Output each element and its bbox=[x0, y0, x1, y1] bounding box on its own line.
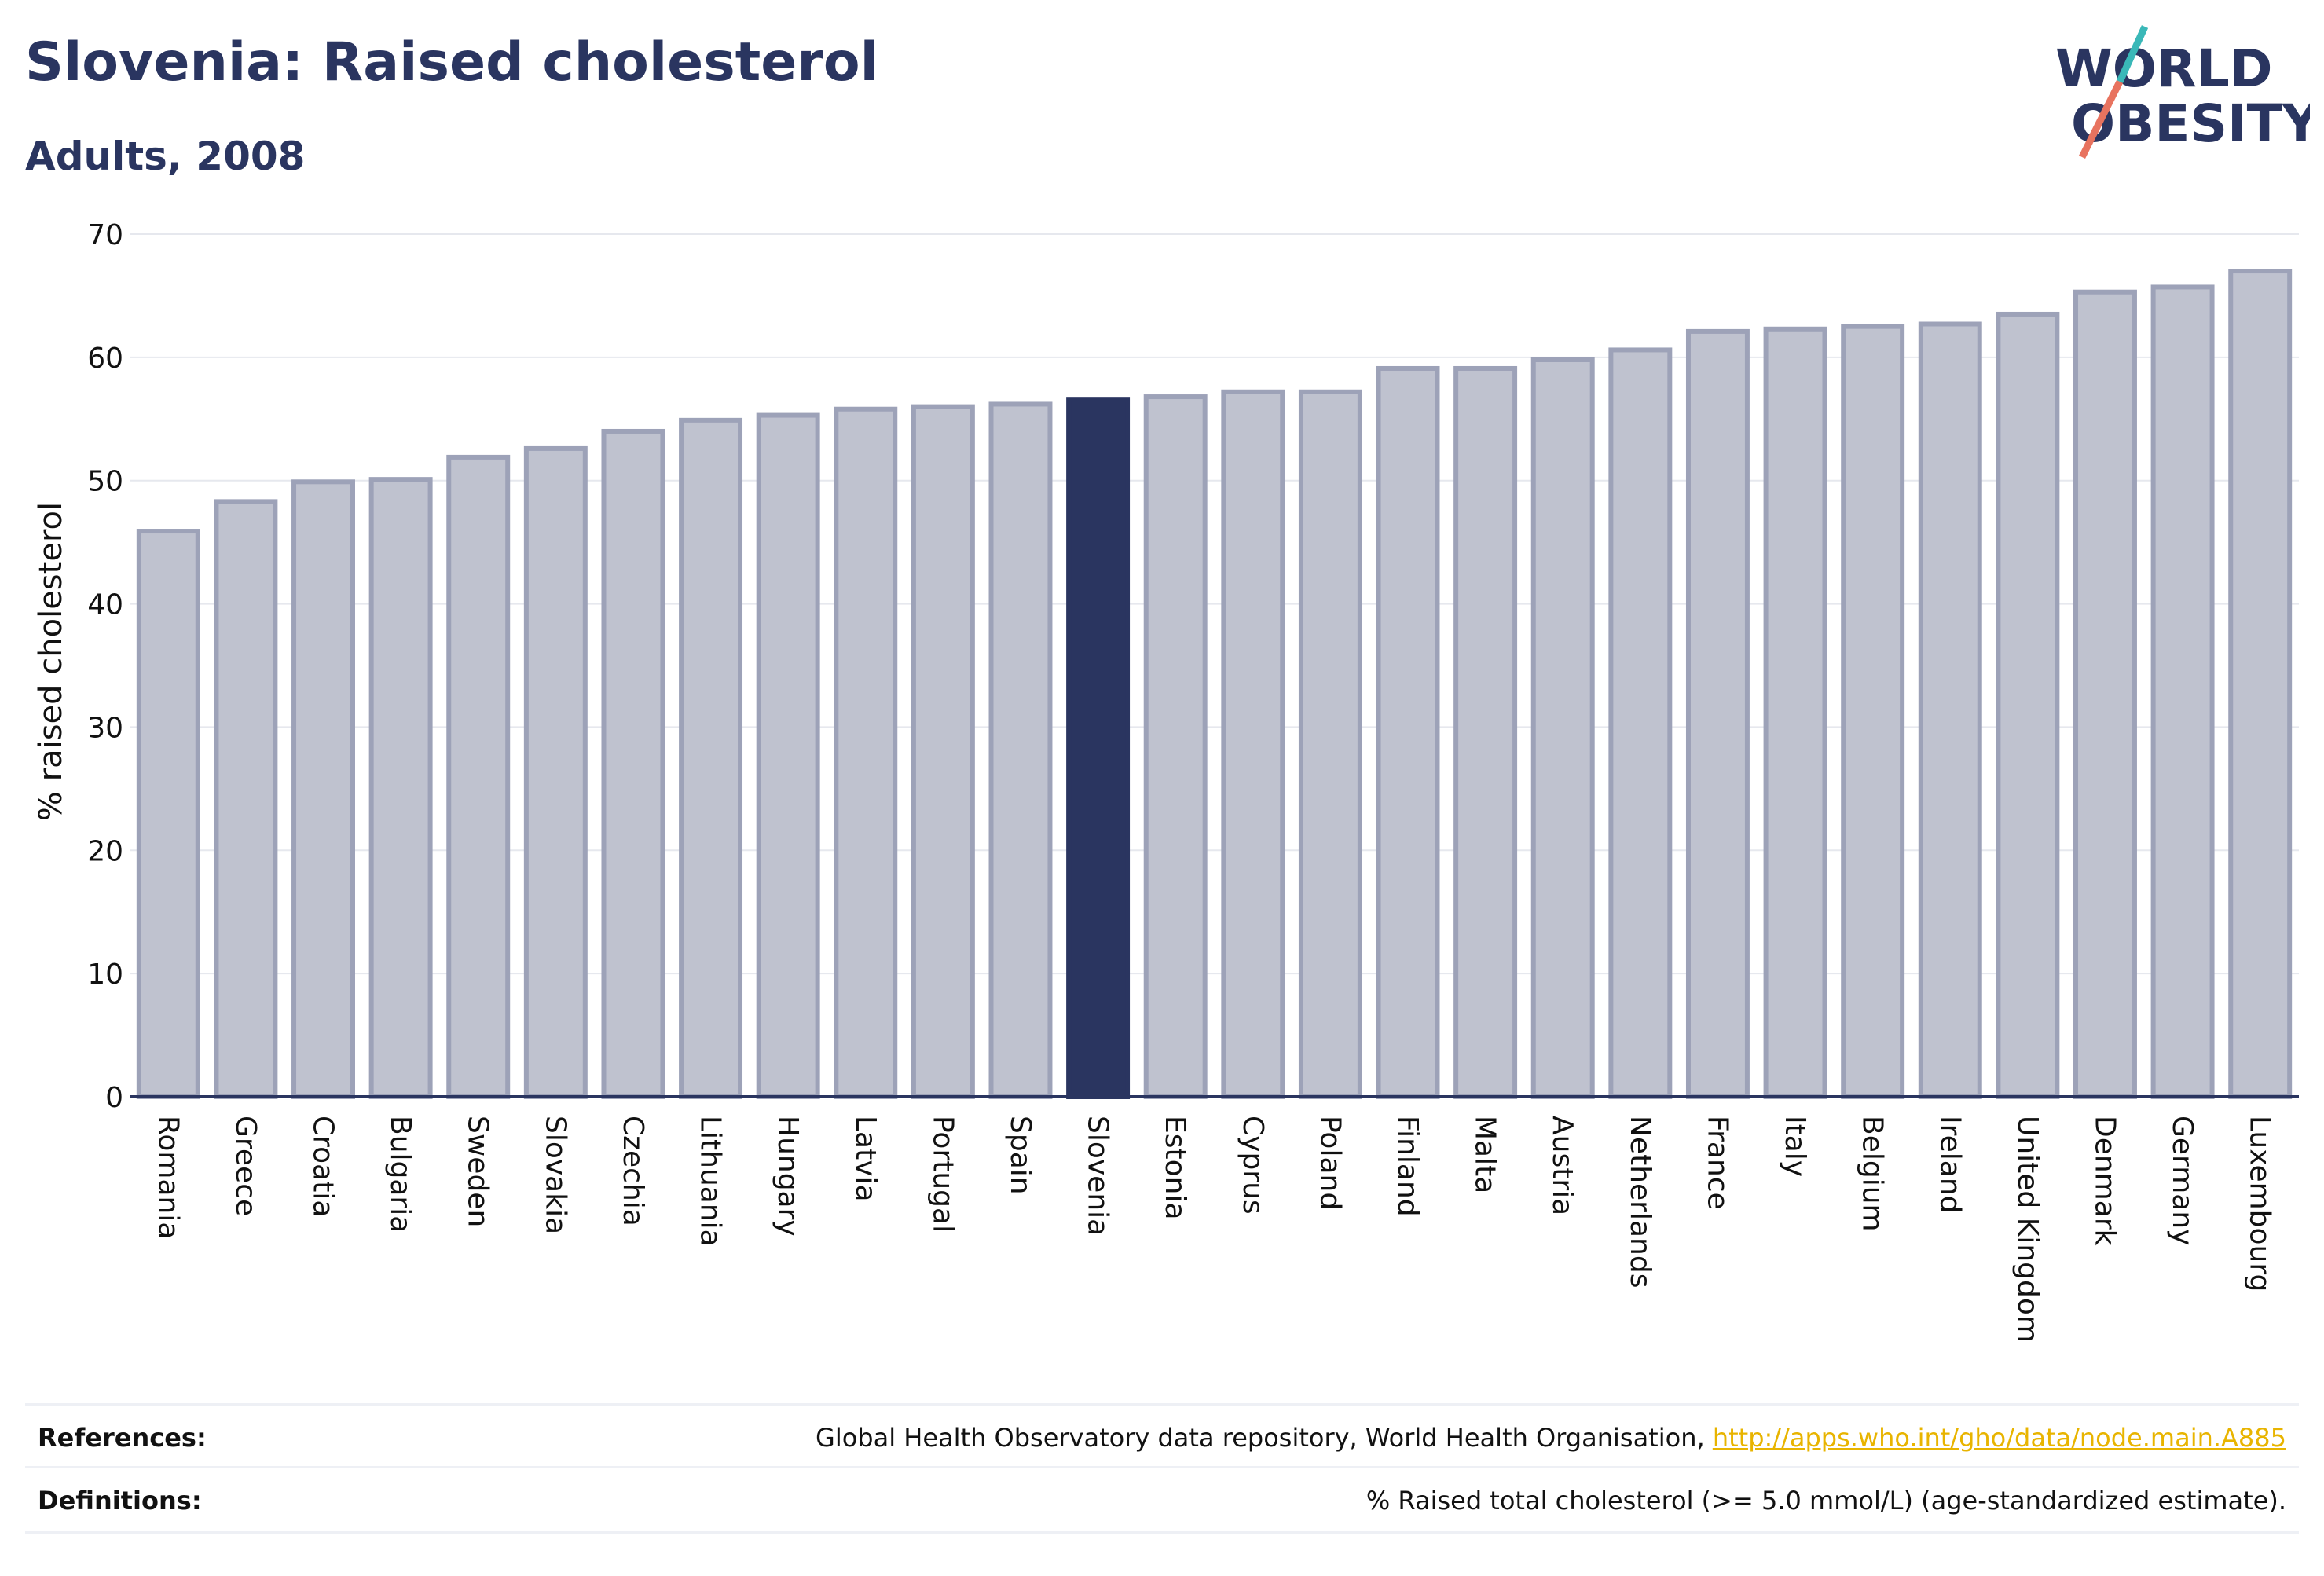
bar bbox=[523, 445, 588, 1099]
y-tick-label: 0 bbox=[105, 1082, 123, 1114]
references-row: References: Global Health Observatory da… bbox=[25, 1403, 2299, 1468]
x-tick-label: Bulgaria bbox=[384, 1116, 416, 1233]
x-tick-label: Greece bbox=[229, 1116, 262, 1216]
definitions-row: Definitions: % Raised total cholesterol … bbox=[25, 1466, 2299, 1534]
x-tick-label: Denmark bbox=[2088, 1116, 2121, 1246]
x-tick-label: Hungary bbox=[772, 1116, 804, 1237]
bar bbox=[988, 401, 1053, 1099]
x-tick-label: Czechia bbox=[617, 1116, 649, 1226]
bar bbox=[214, 499, 278, 1099]
bar bbox=[756, 412, 820, 1099]
y-axis-label: % raised cholesterol bbox=[33, 502, 69, 821]
bar bbox=[1608, 347, 1673, 1099]
x-tick-label: Portugal bbox=[926, 1116, 959, 1233]
y-tick-label: 30 bbox=[87, 712, 123, 744]
page-title: Slovenia: Raised cholesterol bbox=[25, 31, 878, 93]
bar-chart: 0 10 20 30 40 50 60 70 Romania Greece Croatia Bulga… bbox=[33, 219, 2299, 1343]
x-tick-label: Croatia bbox=[307, 1116, 339, 1217]
bar bbox=[1376, 365, 1440, 1099]
bar bbox=[136, 529, 200, 1099]
bar bbox=[1918, 321, 1982, 1099]
bar bbox=[291, 479, 355, 1099]
references-link[interactable]: http://apps.who.int/gho/data/node.main.A… bbox=[1712, 1423, 2286, 1453]
x-tick-label: Slovakia bbox=[539, 1116, 571, 1234]
x-tick-label: Estonia bbox=[1159, 1116, 1191, 1220]
bar bbox=[911, 404, 975, 1099]
bar bbox=[2150, 284, 2215, 1099]
bar bbox=[446, 454, 511, 1099]
references-text: Global Health Observatory data repositor… bbox=[816, 1423, 1713, 1453]
bar bbox=[601, 428, 665, 1099]
definitions-text: % Raised total cholesterol (>= 5.0 mmol/… bbox=[1365, 1486, 2286, 1516]
bar bbox=[1530, 357, 1595, 1100]
bar bbox=[1298, 389, 1362, 1099]
page-subtitle: Adults, 2008 bbox=[25, 134, 306, 179]
logo-slash-teal bbox=[2116, 25, 2149, 83]
x-tick-label: Luxembourg bbox=[2244, 1116, 2276, 1292]
bar bbox=[834, 406, 898, 1099]
x-tick-label: Slovenia bbox=[1082, 1116, 1114, 1236]
bar bbox=[1685, 328, 1750, 1100]
y-tick-label: 40 bbox=[87, 589, 123, 621]
world-obesity-logo: WORLD OBESITY bbox=[2055, 25, 2310, 159]
x-tick-label: Poland bbox=[1314, 1116, 1346, 1210]
x-tick-label: Italy bbox=[1779, 1116, 1811, 1177]
bar bbox=[1143, 394, 1208, 1099]
x-tick-label: Lithuania bbox=[695, 1116, 727, 1247]
x-tick-label: Netherlands bbox=[1624, 1116, 1656, 1288]
x-tick-label: France bbox=[1701, 1116, 1733, 1210]
x-tick-label: Germany bbox=[2166, 1116, 2198, 1245]
logo-slash-coral bbox=[2078, 79, 2124, 159]
logo-line-1: WORLD bbox=[2055, 38, 2273, 99]
x-tick-label: Spain bbox=[1004, 1116, 1036, 1195]
axes: 0 10 20 30 40 50 60 70 Romania Greece Croatia Bulga… bbox=[87, 219, 2299, 1343]
y-tick-label: 20 bbox=[87, 835, 123, 867]
x-tick-label: Cyprus bbox=[1237, 1116, 1269, 1215]
bar bbox=[1763, 326, 1827, 1099]
x-tick-label: Romania bbox=[152, 1116, 184, 1239]
x-tick-label: Belgium bbox=[1857, 1116, 1889, 1232]
bar bbox=[2228, 269, 2293, 1099]
bar bbox=[1841, 324, 1905, 1099]
references-label: References: bbox=[38, 1423, 207, 1453]
x-tick-label: Sweden bbox=[462, 1116, 494, 1227]
y-tick-label: 60 bbox=[87, 343, 123, 375]
x-tick-label: United Kingdom bbox=[2011, 1116, 2044, 1343]
x-tick-label: Latvia bbox=[849, 1116, 882, 1202]
x-tick-label: Austria bbox=[1546, 1116, 1578, 1215]
y-tick-label: 50 bbox=[87, 466, 123, 498]
bar bbox=[1996, 311, 2060, 1099]
bar bbox=[2073, 289, 2137, 1099]
definitions-label: Definitions: bbox=[38, 1486, 202, 1516]
bar-highlight bbox=[1066, 397, 1131, 1099]
bar bbox=[1453, 365, 1518, 1099]
bar bbox=[1221, 389, 1285, 1099]
references-value: Global Health Observatory data repositor… bbox=[816, 1423, 2286, 1453]
y-tick-label: 70 bbox=[87, 219, 123, 251]
x-tick-label: Malta bbox=[1469, 1116, 1501, 1193]
bar bbox=[368, 477, 433, 1099]
y-tick-label: 10 bbox=[87, 958, 123, 991]
x-tick-label: Finland bbox=[1391, 1116, 1424, 1217]
bar bbox=[679, 417, 743, 1099]
x-tick-label: Ireland bbox=[1934, 1116, 1966, 1214]
